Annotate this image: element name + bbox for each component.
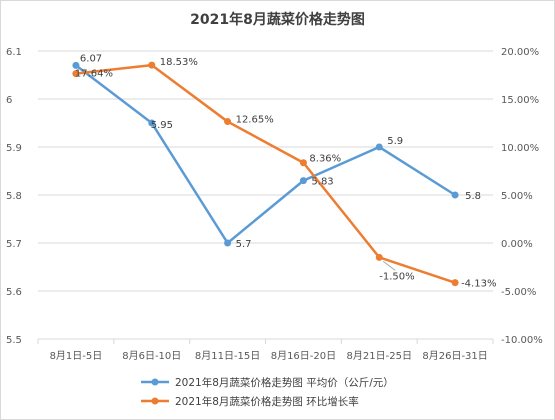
series-line — [75, 64, 456, 245]
data-label: -4.13% — [461, 279, 496, 290]
x-axis-tick-label: 8月1日-5日 — [50, 350, 103, 362]
data-label: 17.64% — [75, 69, 113, 80]
right-axis-tick: 20.00% — [501, 47, 539, 58]
x-axis-tick-label: 8月26日-31日 — [422, 350, 487, 362]
x-axis-tick-label: 8月21日-25日 — [347, 350, 412, 362]
label-leader-line — [382, 260, 396, 271]
gridlines — [38, 50, 493, 340]
x-axis-tick-label: 8月16日-20日 — [271, 350, 336, 362]
right-axis-tick: 15.00% — [501, 95, 539, 106]
left-axis: 5.5 5.6 5.7 5.8 5.9 6 6.1 — [6, 47, 22, 346]
data-point — [375, 253, 383, 261]
data-point — [224, 239, 232, 247]
series-line — [75, 63, 456, 284]
data-label: 5.8 — [465, 191, 481, 202]
right-axis-tick: 10.00% — [501, 143, 539, 154]
data-point — [451, 279, 459, 287]
right-axis-tick: -5.00% — [501, 287, 536, 298]
left-axis-tick: 5.5 — [6, 335, 22, 346]
data-label: 5.9 — [387, 136, 403, 147]
data-point — [148, 119, 156, 127]
data-point — [375, 143, 383, 151]
data-label: 6.07 — [80, 53, 102, 64]
data-point — [148, 61, 156, 69]
left-axis-tick: 6 — [6, 95, 12, 106]
x-axis-tick-label: 8月11日-15日 — [195, 350, 260, 362]
data-label: 5.95 — [151, 120, 173, 131]
data-point — [72, 70, 80, 78]
x-axis: 8月1日-5日 8月6日-10日 8月11日-15日 8月16日-20日 8月21日-2… — [37, 339, 494, 362]
legend-marker — [151, 378, 159, 386]
data-label: -1.50% — [379, 271, 414, 282]
x-axis-tick-label: 8月6日-10日 — [122, 350, 181, 362]
series-layer — [72, 61, 459, 287]
data-label: 8.36% — [309, 154, 341, 165]
left-axis-tick: 5.7 — [6, 239, 22, 250]
right-axis-tick: 0.00% — [501, 239, 533, 250]
data-point — [299, 159, 307, 167]
right-axis-tick: 5.00% — [501, 191, 533, 202]
chart-title: 2021年8月蔬菜价格走势图 — [190, 11, 365, 28]
data-label: 18.53% — [160, 57, 198, 68]
left-axis-tick: 6.1 — [6, 47, 22, 58]
legend-label: 2021年8月蔬菜价格走势图 平均价（公斤/元） — [175, 376, 394, 389]
data-label: 5.7 — [236, 239, 252, 250]
data-labels: 6.07 5.95 5.7 5.83 5.9 5.8 17.64% 18.53% 12.65% 8… — [75, 53, 497, 289]
data-point — [451, 191, 459, 199]
legend-label: 2021年8月蔬菜价格走势图 环比增长率 — [175, 395, 359, 408]
data-label: 5.83 — [311, 177, 333, 188]
left-axis-tick: 5.9 — [6, 143, 22, 154]
right-axis: -10.00% -5.00% 0.00% 5.00% 10.00% 15.00% 20.00… — [501, 47, 543, 346]
left-axis-tick: 5.6 — [6, 287, 22, 298]
legend-marker — [151, 397, 159, 405]
left-axis-tick: 5.8 — [6, 191, 22, 202]
data-label: 12.65% — [236, 115, 274, 126]
data-point — [72, 61, 80, 69]
data-point — [224, 118, 232, 126]
right-axis-tick: -10.00% — [501, 335, 543, 346]
legend: 2021年8月蔬菜价格走势图 平均价（公斤/元） 2021年8月蔬菜价格走势图 环… — [141, 376, 394, 408]
data-point — [299, 177, 307, 185]
